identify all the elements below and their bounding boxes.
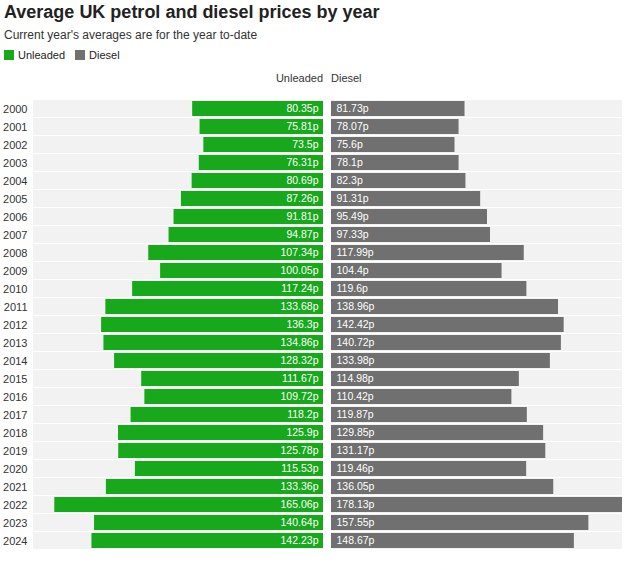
svg-text:131.17p: 131.17p bbox=[337, 444, 375, 456]
svg-text:2015: 2015 bbox=[3, 373, 27, 385]
svg-text:2014: 2014 bbox=[3, 355, 27, 367]
svg-text:2010: 2010 bbox=[3, 283, 27, 295]
svg-text:109.72p: 109.72p bbox=[281, 390, 319, 402]
svg-text:104.4p: 104.4p bbox=[337, 264, 369, 276]
svg-text:76.31p: 76.31p bbox=[286, 156, 318, 168]
svg-text:165.06p: 165.06p bbox=[281, 498, 319, 510]
svg-text:2004: 2004 bbox=[3, 175, 27, 187]
svg-text:100.05p: 100.05p bbox=[281, 264, 319, 276]
svg-text:2002: 2002 bbox=[3, 139, 27, 151]
svg-text:125.9p: 125.9p bbox=[286, 426, 318, 438]
svg-text:140.72p: 140.72p bbox=[337, 336, 375, 348]
svg-text:133.68p: 133.68p bbox=[281, 300, 319, 312]
svg-text:2016: 2016 bbox=[3, 391, 27, 403]
svg-text:2007: 2007 bbox=[3, 229, 27, 241]
svg-text:87.26p: 87.26p bbox=[286, 192, 318, 204]
svg-text:136.05p: 136.05p bbox=[337, 480, 375, 492]
svg-text:118.2p: 118.2p bbox=[287, 408, 318, 420]
svg-text:142.42p: 142.42p bbox=[337, 318, 375, 330]
svg-text:2022: 2022 bbox=[3, 499, 27, 511]
svg-text:117.99p: 117.99p bbox=[337, 246, 374, 258]
svg-text:115.53p: 115.53p bbox=[281, 462, 318, 474]
html-text:Diesel: Diesel bbox=[89, 49, 120, 61]
svg-text:2019: 2019 bbox=[3, 445, 27, 457]
svg-text:95.49p: 95.49p bbox=[337, 210, 369, 222]
svg-text:119.6p: 119.6p bbox=[337, 282, 368, 294]
svg-text:2011: 2011 bbox=[4, 301, 28, 313]
svg-text:125.78p: 125.78p bbox=[281, 444, 319, 456]
svg-text:119.87p: 119.87p bbox=[337, 408, 374, 420]
svg-text:119.46p: 119.46p bbox=[337, 462, 374, 474]
svg-text:91.81p: 91.81p bbox=[286, 210, 318, 222]
svg-text:129.85p: 129.85p bbox=[337, 426, 375, 438]
svg-text:2005: 2005 bbox=[3, 193, 27, 205]
svg-text:134.86p: 134.86p bbox=[281, 336, 319, 348]
svg-text:148.67p: 148.67p bbox=[337, 534, 375, 546]
svg-text:2013: 2013 bbox=[3, 337, 27, 349]
svg-text:111.67p: 111.67p bbox=[282, 372, 319, 384]
svg-text:2018: 2018 bbox=[3, 427, 27, 439]
svg-text:81.73p: 81.73p bbox=[337, 102, 369, 114]
svg-text:133.36p: 133.36p bbox=[281, 480, 319, 492]
html-text:Average UK petrol and diesel p: Average UK petrol and diesel prices by y… bbox=[4, 2, 380, 22]
svg-text:133.98p: 133.98p bbox=[337, 354, 375, 366]
svg-text:178.13p: 178.13p bbox=[337, 498, 375, 510]
svg-text:2009: 2009 bbox=[3, 265, 27, 277]
svg-text:78.1p: 78.1p bbox=[337, 156, 363, 168]
svg-text:94.87p: 94.87p bbox=[286, 228, 318, 240]
svg-text:97.33p: 97.33p bbox=[337, 228, 369, 240]
svg-text:73.5p: 73.5p bbox=[292, 138, 318, 150]
html-text:Unleaded: Unleaded bbox=[18, 49, 66, 61]
svg-text:80.69p: 80.69p bbox=[286, 174, 318, 186]
svg-text:107.34p: 107.34p bbox=[281, 246, 319, 258]
html-text:Current year's averages are fo: Current year's averages are for the year… bbox=[4, 28, 258, 42]
svg-text:2017: 2017 bbox=[3, 409, 27, 421]
svg-text:78.07p: 78.07p bbox=[337, 120, 369, 132]
svg-text:138.96p: 138.96p bbox=[337, 300, 375, 312]
svg-text:2008: 2008 bbox=[3, 247, 27, 259]
svg-text:2021: 2021 bbox=[3, 481, 27, 493]
svg-text:140.64p: 140.64p bbox=[281, 516, 319, 528]
svg-text:82.3p: 82.3p bbox=[337, 174, 363, 186]
html-text:Unleaded: Unleaded bbox=[275, 72, 323, 84]
svg-text:2024: 2024 bbox=[3, 535, 27, 547]
svg-text:2020: 2020 bbox=[3, 463, 27, 475]
svg-text:2003: 2003 bbox=[3, 157, 27, 169]
svg-text:110.42p: 110.42p bbox=[337, 390, 374, 402]
svg-text:91.31p: 91.31p bbox=[337, 192, 369, 204]
svg-text:2006: 2006 bbox=[3, 211, 27, 223]
svg-text:128.32p: 128.32p bbox=[281, 354, 319, 366]
svg-text:2000: 2000 bbox=[3, 103, 27, 115]
svg-text:157.55p: 157.55p bbox=[337, 516, 375, 528]
svg-text:75.81p: 75.81p bbox=[286, 120, 318, 132]
svg-text:2012: 2012 bbox=[3, 319, 27, 331]
svg-text:117.24p: 117.24p bbox=[281, 282, 318, 294]
svg-text:114.98p: 114.98p bbox=[337, 372, 374, 384]
svg-text:142.23p: 142.23p bbox=[281, 534, 319, 546]
svg-text:75.6p: 75.6p bbox=[337, 138, 363, 150]
svg-text:136.3p: 136.3p bbox=[286, 318, 318, 330]
svg-text:80.35p: 80.35p bbox=[286, 102, 318, 114]
svg-text:2001: 2001 bbox=[3, 121, 27, 133]
svg-text:2023: 2023 bbox=[3, 517, 27, 529]
html-text:Diesel: Diesel bbox=[331, 72, 362, 84]
